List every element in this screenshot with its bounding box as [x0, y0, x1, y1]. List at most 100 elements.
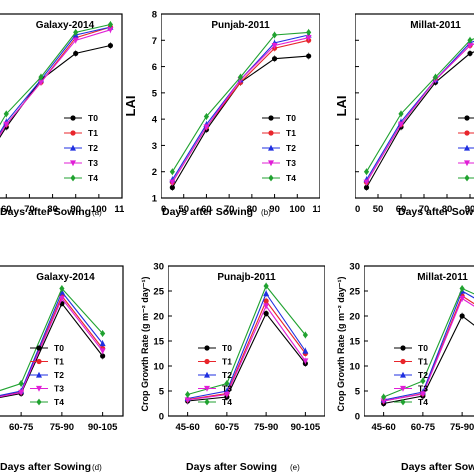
data-point-T4: [271, 31, 278, 39]
y-tick-label: 5: [355, 387, 361, 398]
plot-frame: [0, 13, 123, 199]
data-point-T4: [18, 380, 24, 387]
data-point-T3: [203, 124, 210, 131]
series-line-T2: [366, 40, 474, 180]
legend-label-T2: T2: [54, 370, 64, 380]
chart-panel-1: Galaxy-2014405060708090100110T0T1T2T3T4D…: [0, 13, 124, 218]
legend-marker-T2: [70, 144, 76, 151]
series-line-T2: [187, 292, 306, 400]
y-axis-label: LAI: [123, 96, 138, 117]
data-point-T3: [419, 391, 426, 398]
y-tick-label: 5: [159, 387, 165, 398]
data-point-T3: [3, 121, 10, 128]
legend-label-T0: T0: [54, 343, 64, 353]
x-tick-label: 100: [91, 204, 107, 215]
legend-marker-T0: [400, 345, 406, 351]
legend-label-T1: T1: [222, 357, 232, 367]
legend-marker-T1: [268, 130, 274, 136]
data-point-T3: [223, 391, 230, 398]
series-line-T4: [0, 287, 104, 392]
chart-title: Millat-2011: [417, 272, 468, 283]
x-tick-label: 90: [465, 204, 474, 215]
y-axis-label: Crop Growth Rate (g m⁻² day⁻¹): [336, 276, 346, 411]
chart-panel-3: Millat-2011405060708090100110T0T1T2T3T4D…: [334, 13, 474, 218]
legend-marker-T4: [268, 174, 274, 182]
y-tick-label: 3: [152, 141, 157, 152]
y-axis-label: LAI: [334, 96, 349, 117]
legend-label-T1: T1: [54, 357, 64, 367]
plot-frame: [0, 265, 124, 417]
legend-label-T0: T0: [418, 343, 428, 353]
x-tick-label: 70: [224, 204, 235, 215]
data-point-T3: [99, 348, 106, 355]
data-point-T0: [306, 53, 312, 59]
chart-panel-5: Punajb-2011 45-60 60-75 75-90 90-105 T0 T1 T2 T3…: [140, 262, 325, 473]
data-point-T4: [420, 377, 426, 385]
data-point-T3: [467, 42, 473, 49]
legend-marker-T0: [70, 115, 76, 121]
x-axis-label: Days after Sowing: [0, 206, 91, 218]
legend-label-T2: T2: [222, 370, 232, 380]
chart-title: Millat-2011: [410, 20, 461, 31]
data-point-T4: [224, 380, 230, 387]
x-tick-label: 80: [247, 204, 258, 215]
chart-title: Punajb-2011: [217, 272, 276, 283]
data-point-T3: [302, 358, 309, 365]
legend-marker-T1: [36, 358, 42, 365]
x-tick-label: 90: [70, 204, 81, 215]
legend-marker-T3: [204, 385, 210, 392]
legend-label-T2: T2: [418, 370, 428, 380]
panel-label: (a): [92, 208, 102, 217]
data-point-T0: [73, 50, 79, 57]
x-tick-label: 60-75: [9, 422, 34, 433]
legend-label-T3: T3: [418, 384, 428, 394]
legend-marker-T3: [70, 160, 76, 167]
plot-frame: [364, 265, 474, 417]
y-tick-label: 7: [152, 36, 157, 47]
data-point-T1: [263, 298, 269, 304]
x-tick-label: 70: [419, 204, 430, 215]
plot-frame: [355, 13, 474, 199]
chart-panel-6: Millat-201145-6060-7575-9090-105T0T1T2T3…: [336, 262, 474, 473]
chart-title: Galaxy-2014: [36, 20, 95, 31]
legend-marker-T4: [464, 174, 470, 182]
data-point-T3: [398, 121, 404, 128]
series-line-T2: [0, 290, 104, 396]
data-point-T3: [271, 42, 278, 49]
panel-label: (d): [92, 463, 102, 472]
legend-marker-T2: [464, 144, 470, 151]
y-tick-label: 2: [152, 167, 157, 178]
legend-label-T0: T0: [88, 113, 98, 123]
legend-label-T3: T3: [88, 158, 98, 168]
x-tick-label: 75-90: [50, 422, 74, 433]
y-tick-label: 30: [349, 262, 360, 273]
legend-label-T4: T4: [54, 397, 64, 407]
data-point-T0: [363, 184, 370, 191]
panel-label: (b): [261, 208, 271, 217]
x-tick-label: 70: [24, 204, 35, 215]
legend-label-T4: T4: [222, 397, 232, 407]
x-axis-label: Days after Sowing: [401, 461, 474, 473]
y-tick-label: 15: [349, 337, 360, 348]
data-point-T3: [169, 179, 176, 186]
legend-marker-T0: [204, 345, 210, 351]
chart-title: Galaxy-2014: [36, 272, 95, 283]
data-point-T0: [467, 50, 473, 57]
y-tick-label: 25: [349, 287, 360, 298]
legend-label-T1: T1: [88, 128, 98, 138]
data-point-T3: [107, 27, 114, 33]
x-tick-label: 60: [201, 204, 212, 215]
legend-marker-T3: [268, 160, 274, 167]
data-point-T4: [3, 110, 9, 118]
panel-label: (e): [290, 463, 300, 472]
y-tick-label: 25: [153, 287, 164, 298]
series-line-T2: [383, 290, 474, 401]
data-point-T3: [305, 35, 312, 41]
series-line-T1: [0, 294, 104, 397]
x-tick-label: 110: [312, 204, 327, 215]
legend-marker-T1: [204, 358, 210, 365]
x-tick-label: 45-60: [175, 422, 199, 433]
data-point-T0: [169, 184, 175, 191]
data-point-T4: [459, 285, 465, 292]
data-point-T3: [380, 398, 387, 405]
